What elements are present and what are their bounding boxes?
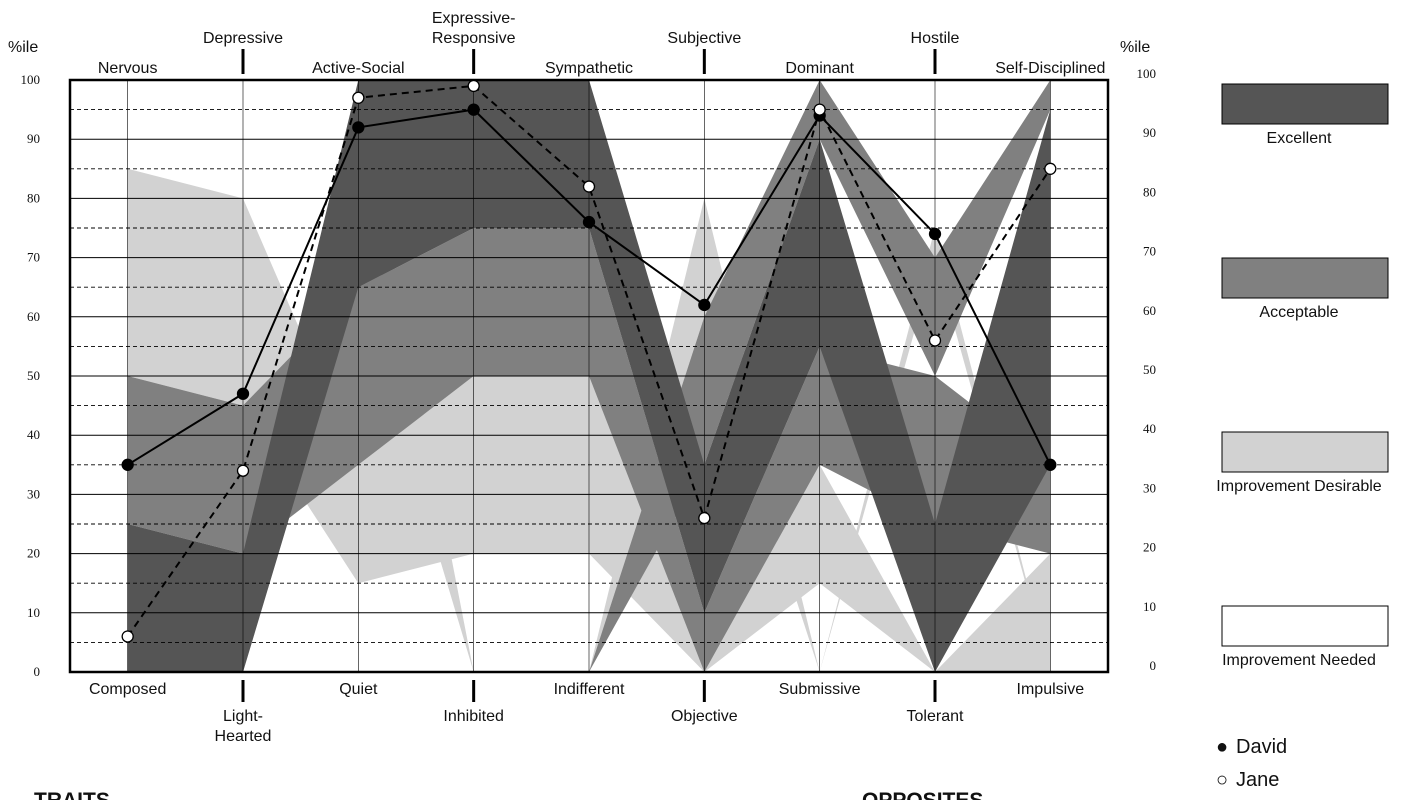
- y-tick-label-right: 90: [1143, 125, 1156, 140]
- trait-label: Responsive: [432, 30, 516, 47]
- opposite-label: Composed: [89, 681, 166, 698]
- y-tick-label-right: 50: [1143, 362, 1156, 377]
- trait-label: Nervous: [98, 60, 158, 77]
- legend-name-jane: Jane: [1236, 769, 1279, 791]
- y-tick-label-right: 100: [1137, 66, 1157, 81]
- y-tick-label-left: 80: [27, 190, 40, 205]
- legend-swatch-needed: [1221, 605, 1389, 647]
- legend-swatch-excellent: [1221, 83, 1389, 125]
- y-tick-label-right: 80: [1143, 184, 1156, 199]
- data-point-jane: [928, 334, 942, 347]
- legend-marker-jane: ○: [1216, 769, 1228, 791]
- plot-frame: [68, 78, 1110, 674]
- data-point-jane: [698, 511, 711, 525]
- data-point-david: [352, 121, 365, 134]
- y-tick-label-left: 50: [27, 368, 40, 383]
- legend-name-david: David: [1236, 736, 1287, 758]
- trait-label: Hostile: [911, 30, 960, 47]
- opposite-label: Impulsive: [1017, 681, 1085, 698]
- y-tick-label-right: 30: [1143, 480, 1156, 495]
- trait-label: Expressive-: [432, 10, 516, 27]
- y-tick-label-right: 70: [1143, 244, 1156, 259]
- y-tick-label-right: 60: [1143, 303, 1156, 318]
- legend: Excellent Acceptable Improvement Desirable…: [1216, 83, 1389, 791]
- series-lines: [121, 79, 1057, 643]
- data-point-jane: [236, 464, 250, 477]
- y-tick-label-right: 10: [1143, 599, 1156, 614]
- legend-label-excellent: Excellent: [1267, 130, 1332, 147]
- opposite-label: Objective: [671, 708, 738, 725]
- y-tick-label-left: 60: [27, 309, 40, 324]
- data-point-david: [928, 227, 942, 241]
- y-axis-unit-right: %ile: [1120, 39, 1150, 56]
- opposite-label: Hearted: [215, 728, 272, 745]
- opposite-label: Quiet: [339, 681, 378, 698]
- opposites-heading: OPPOSITES: [862, 789, 983, 800]
- data-point-jane: [352, 91, 365, 104]
- y-axis-unit-left: %ile: [8, 39, 38, 56]
- opposite-label: Light-: [223, 708, 263, 725]
- data-point-jane: [121, 630, 134, 643]
- legend-label-acceptable: Acceptable: [1259, 304, 1338, 321]
- data-point-jane: [1044, 162, 1057, 175]
- data-point-jane: [813, 103, 826, 116]
- legend-marker-david: ●: [1216, 736, 1228, 758]
- data-point-david: [236, 387, 250, 400]
- opposite-label: Inhibited: [443, 708, 504, 725]
- y-tick-label-right: 20: [1143, 540, 1156, 555]
- trait-label: Subjective: [667, 30, 741, 47]
- y-tick-label-right: 40: [1143, 421, 1156, 436]
- trait-labels: Nervous Composed Depressive Light- Hearted Ac…: [89, 10, 1105, 745]
- opposite-label: Tolerant: [907, 708, 964, 725]
- data-point-jane: [467, 79, 480, 93]
- y-tick-label-left: 40: [27, 427, 40, 442]
- y-tick-label-right: 0: [1150, 658, 1157, 673]
- y-tick-label-left: 90: [27, 131, 40, 146]
- data-point-david: [1044, 458, 1057, 471]
- legend-label-desirable: Improvement Desirable: [1216, 478, 1382, 495]
- y-tick-label-left: 0: [34, 664, 41, 679]
- y-tick-label-left: 20: [27, 546, 40, 561]
- data-point-david: [582, 215, 596, 229]
- trait-label: Depressive: [203, 30, 283, 47]
- legend-swatch-acceptable: [1221, 257, 1389, 299]
- y-axes: %ile %ile 0 0 10 10 20 20 30 30 40 40 50 50 60 60 70 70 80…: [8, 39, 1156, 679]
- trait-label: Self-Disciplined: [995, 60, 1105, 77]
- y-tick-label-left: 100: [21, 72, 41, 87]
- legend-swatch-desirable: [1221, 431, 1389, 473]
- data-point-david: [467, 103, 480, 116]
- footer: TRAITS OPPOSITES: [34, 789, 983, 800]
- opposite-label: Indifferent: [554, 681, 625, 698]
- y-tick-label-left: 30: [27, 486, 40, 501]
- grid-lines: [70, 80, 1108, 672]
- data-point-david: [698, 298, 711, 312]
- trait-label: Dominant: [785, 60, 854, 77]
- opposite-label: Submissive: [779, 681, 861, 698]
- y-tick-label-left: 70: [27, 250, 40, 265]
- traits-heading: TRAITS: [34, 789, 110, 800]
- legend-label-needed: Improvement Needed: [1222, 652, 1376, 669]
- data-point-jane: [582, 180, 596, 193]
- data-point-david: [121, 458, 134, 471]
- trait-label: Active-Social: [312, 60, 404, 77]
- y-tick-label-left: 10: [27, 605, 40, 620]
- trait-label: Sympathetic: [545, 60, 633, 77]
